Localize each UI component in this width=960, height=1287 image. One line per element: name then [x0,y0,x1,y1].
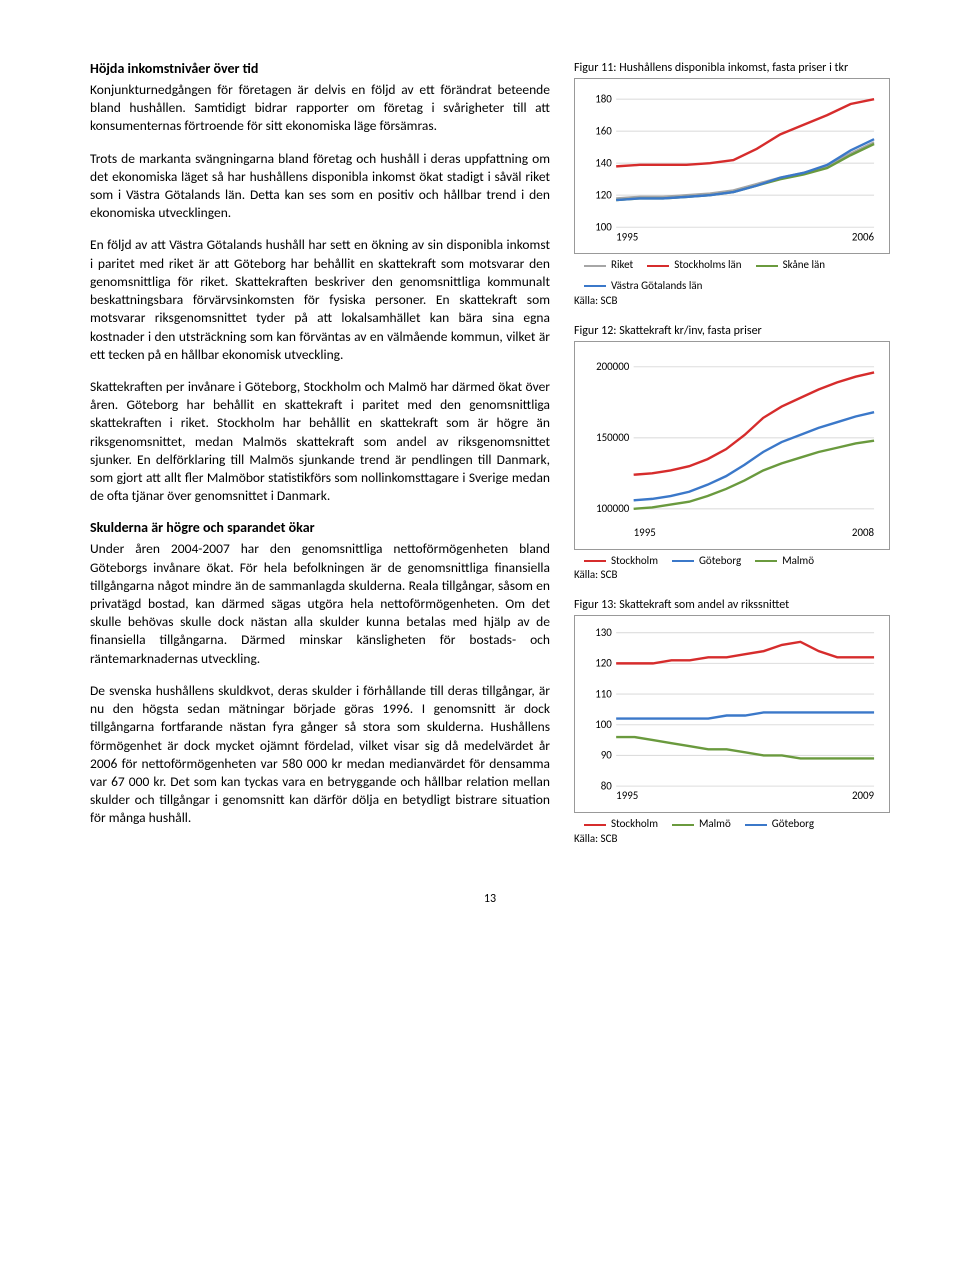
heading-1: Höjda inkomstnivåer över tid [90,60,550,79]
svg-text:90: 90 [601,749,613,762]
svg-text:130: 130 [595,626,612,639]
fig11-legend: Riket Stockholms län Skåne län Västra Götal… [574,258,890,294]
svg-text:180: 180 [595,93,612,106]
svg-text:160: 160 [595,125,612,138]
chart-column: Figur 11: Hushållens disponibla inkomst,… [574,60,890,861]
legend-item: Malmö [755,554,814,569]
svg-text:120: 120 [595,189,612,202]
paragraph-5: Under åren 2004-2007 har den genomsnittl… [90,540,550,668]
svg-text:100000: 100000 [596,502,630,515]
fig11-source: Källa: SCB [574,294,890,309]
fig12-title: Figur 12: Skattekraft kr/inv, fasta pris… [574,323,890,339]
svg-text:2006: 2006 [852,231,875,244]
svg-text:110: 110 [595,688,612,701]
svg-text:100: 100 [595,221,612,234]
svg-text:200000: 200000 [596,360,630,373]
fig13-title: Figur 13: Skattekraft som andel av rikss… [574,597,890,613]
legend-item: Göteborg [672,554,741,569]
svg-text:2009: 2009 [852,790,875,803]
fig13-legend: Stockholm Malmö Göteborg [574,817,890,832]
fig11-title: Figur 11: Hushållens disponibla inkomst,… [574,60,890,76]
fig13-chart: 80 90 100 110 120 130 1995 2009 [574,615,890,813]
fig12-legend: Stockholm Göteborg Malmö [574,554,890,569]
fig13-source: Källa: SCB [574,832,890,847]
legend-item: Göteborg [745,817,814,832]
legend-item: Västra Götalands län [584,279,702,294]
svg-text:150000: 150000 [596,431,630,444]
legend-item: Stockholms län [647,258,741,273]
svg-text:1995: 1995 [616,790,638,803]
svg-text:100: 100 [595,718,612,731]
svg-text:2008: 2008 [852,526,875,539]
paragraph-4: Skattekraften per invånare i Göteborg, S… [90,378,550,506]
legend-item: Riket [584,258,633,273]
svg-text:80: 80 [601,780,613,793]
fig12-source: Källa: SCB [574,568,890,583]
paragraph-2: Trots de markanta svängningarna bland fö… [90,150,550,223]
paragraph-1: Konjunkturnedgången för företagen är del… [90,81,550,136]
text-column: Höjda inkomstnivåer över tid Konjunkturn… [90,60,550,861]
heading-2: Skulderna är högre och sparandet ökar [90,519,550,538]
paragraph-6: De svenska hushållens skuldkvot, deras s… [90,682,550,828]
svg-text:1995: 1995 [634,526,656,539]
svg-text:140: 140 [595,157,612,170]
svg-text:120: 120 [595,657,612,670]
legend-item: Skåne län [756,258,825,273]
svg-text:1995: 1995 [616,231,638,244]
fig11-chart: 100 120 140 160 180 1995 2006 [574,78,890,254]
legend-item: Malmö [672,817,731,832]
legend-item: Stockholm [584,817,658,832]
fig12-chart: 100000 150000 200000 1995 2008 [574,341,890,550]
legend-item: Stockholm [584,554,658,569]
paragraph-3: En följd av att Västra Götalands hushåll… [90,236,550,364]
page-number: 13 [90,891,890,907]
